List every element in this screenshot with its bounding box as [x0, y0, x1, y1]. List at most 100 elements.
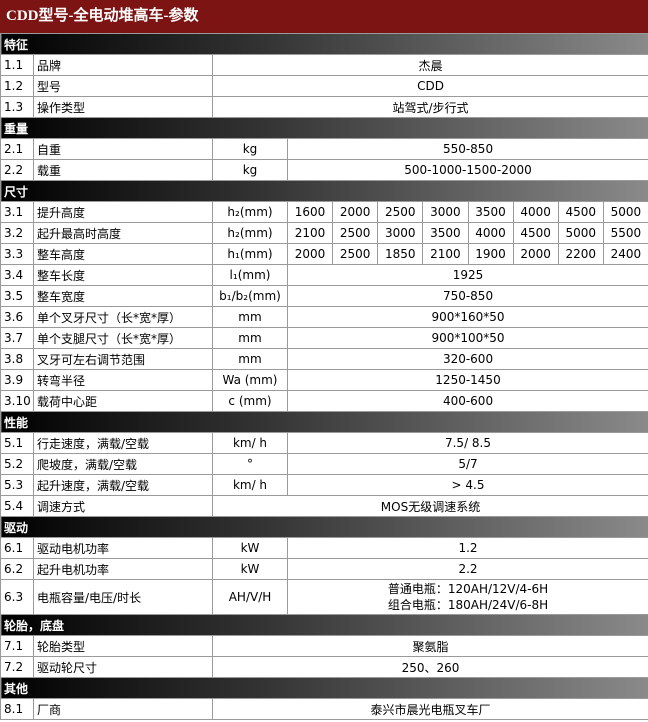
- row-number: 3.4: [0, 264, 34, 286]
- row-value: 1600: [294, 205, 326, 219]
- row-unit: mm: [212, 327, 288, 349]
- row-value: 2400: [602, 244, 648, 264]
- row-name: 转弯半径: [33, 369, 213, 391]
- row-name: 厂商: [33, 698, 213, 720]
- spec-row: 5.4 调速方式 MOS无级调速系统: [0, 495, 648, 517]
- row-number: 2.2: [0, 159, 34, 181]
- row-value: 500-1000-1500-2000: [286, 159, 648, 181]
- row-unit: mm: [212, 306, 288, 328]
- value-split: 2100 2500 3000 3500 4000 4500 5000 5500: [289, 223, 648, 243]
- row-value: 聚氨脂: [211, 635, 648, 657]
- row-name: 操作类型: [33, 96, 213, 118]
- row-name: 自重: [33, 138, 213, 160]
- row-unit: km/ h: [212, 474, 288, 496]
- row-value: 2000: [294, 247, 326, 261]
- row-value: 5500: [602, 223, 648, 243]
- spec-row: 5.1 行走速度，满载/空载 km/ h 7.5/ 8.5: [0, 432, 648, 454]
- row-unit: °: [212, 453, 288, 475]
- row-value: 4000: [512, 202, 558, 222]
- row-value: 2.2: [286, 558, 648, 580]
- row-name: 驱动电机功率: [33, 537, 213, 559]
- row-value: 3000: [377, 223, 422, 243]
- row-name: 轮胎类型: [33, 635, 213, 657]
- row-unit: kg: [212, 159, 288, 181]
- row-value: 250、260: [211, 656, 648, 678]
- spec-row: 6.2 起升电机功率 kW 2.2: [0, 558, 648, 580]
- row-number: 3.3: [0, 243, 34, 265]
- spec-table: 特征 1.1 品牌 杰晨 1.2 型号 CDD 1.3 操作类型 站驾式/步行式 重量 2.1 自重 kg…: [0, 33, 648, 720]
- spec-row: 3.10 载荷中心距 c (mm) 400-600: [0, 390, 648, 412]
- row-unit: kg: [212, 138, 288, 160]
- row-number: 2.1: [0, 138, 34, 160]
- row-values: 2100 2500 3000 3500 4000 4500 5000 5500: [286, 222, 648, 244]
- section-title: 重量: [0, 117, 648, 139]
- row-values: 2000 2500 1850 2100 1900 2000 2200 2400: [286, 243, 648, 265]
- row-name: 起升最高时高度: [33, 222, 213, 244]
- row-number: 7.1: [0, 635, 34, 657]
- row-value: 2200: [557, 244, 603, 264]
- value-split: 1600 2000 2500 3000 3500 4000 4500 5000: [289, 202, 648, 222]
- row-number: 6.1: [0, 537, 34, 559]
- spec-row: 2.2 载重 kg 500-1000-1500-2000: [0, 159, 648, 181]
- row-value: 320-600: [286, 348, 648, 370]
- row-value: 2100: [294, 226, 326, 240]
- row-name: 爬坡度，满载/空载: [33, 453, 213, 475]
- section-title: 尺寸: [0, 180, 648, 202]
- row-name: 整车宽度: [33, 285, 213, 307]
- row-value: 550-850: [286, 138, 648, 160]
- row-name: 提升高度: [33, 201, 213, 223]
- row-value: 1.2: [286, 537, 648, 559]
- spec-row: 3.8 叉牙可左右调节范围 mm 320-600: [0, 348, 648, 370]
- row-value: 2000: [512, 244, 558, 264]
- section-row: 重量: [0, 117, 648, 139]
- spec-row: 3.1 提升高度 h₂(mm) 1600 2000 2500 3000 3500 4000 450…: [0, 201, 648, 223]
- row-value: MOS无级调速系统: [211, 495, 648, 517]
- row-value: 2500: [332, 223, 377, 243]
- section-title: 驱动: [0, 516, 648, 538]
- row-name: 品牌: [33, 54, 213, 76]
- row-unit: kW: [212, 558, 288, 580]
- row-value: 4500: [512, 223, 558, 243]
- section-row: 尺寸: [0, 180, 648, 202]
- row-name: 行走速度，满载/空载: [33, 432, 213, 454]
- spec-row: 7.1 轮胎类型 聚氨脂: [0, 635, 648, 657]
- row-value: 1925: [286, 264, 648, 286]
- row-value: 400-600: [286, 390, 648, 412]
- row-number: 5.3: [0, 474, 34, 496]
- row-name: 起升电机功率: [33, 558, 213, 580]
- section-row: 轮胎，底盘: [0, 614, 648, 636]
- row-number: 3.6: [0, 306, 34, 328]
- row-value: CDD: [211, 75, 648, 97]
- row-name: 调速方式: [33, 495, 213, 517]
- row-values: 1600 2000 2500 3000 3500 4000 4500 5000: [286, 201, 648, 223]
- row-unit: km/ h: [212, 432, 288, 454]
- row-name: 整车长度: [33, 264, 213, 286]
- section-title: 特征: [0, 33, 648, 55]
- row-unit: mm: [212, 348, 288, 370]
- sheet-title: CDD型号-全电动堆高车-参数: [0, 0, 648, 33]
- row-unit: b₁/b₂(mm): [212, 285, 288, 307]
- row-unit: AH/V/H: [212, 579, 288, 615]
- spec-row: 3.2 起升最高时高度 h₂(mm) 2100 2500 3000 3500 4000 4500…: [0, 222, 648, 244]
- section-title: 轮胎，底盘: [0, 614, 648, 636]
- section-row: 性能: [0, 411, 648, 433]
- row-value-line: 普通电瓶：120AH/12V/4-6H: [387, 582, 549, 596]
- spec-row: 3.4 整车长度 l₁(mm) 1925: [0, 264, 648, 286]
- row-unit: c (mm): [212, 390, 288, 412]
- row-name: 电瓶容量/电压/时长: [33, 579, 213, 615]
- row-number: 1.1: [0, 54, 34, 76]
- row-number: 3.5: [0, 285, 34, 307]
- spec-row: 1.3 操作类型 站驾式/步行式: [0, 96, 648, 118]
- row-value: 5000: [602, 202, 648, 222]
- row-value: 站驾式/步行式: [211, 96, 648, 118]
- row-value: 750-850: [286, 285, 648, 307]
- row-value: 2100: [422, 244, 467, 264]
- spec-row: 3.3 整车高度 h₁(mm) 2000 2500 1850 2100 1900 2000 220…: [0, 243, 648, 265]
- row-number: 3.10: [0, 390, 34, 412]
- row-unit: kW: [212, 537, 288, 559]
- spec-row: 5.2 爬坡度，满载/空载 ° 5/7: [0, 453, 648, 475]
- row-name: 叉牙可左右调节范围: [33, 348, 213, 370]
- row-value: 5/7: [286, 453, 648, 475]
- row-name: 起升速度，满载/空载: [33, 474, 213, 496]
